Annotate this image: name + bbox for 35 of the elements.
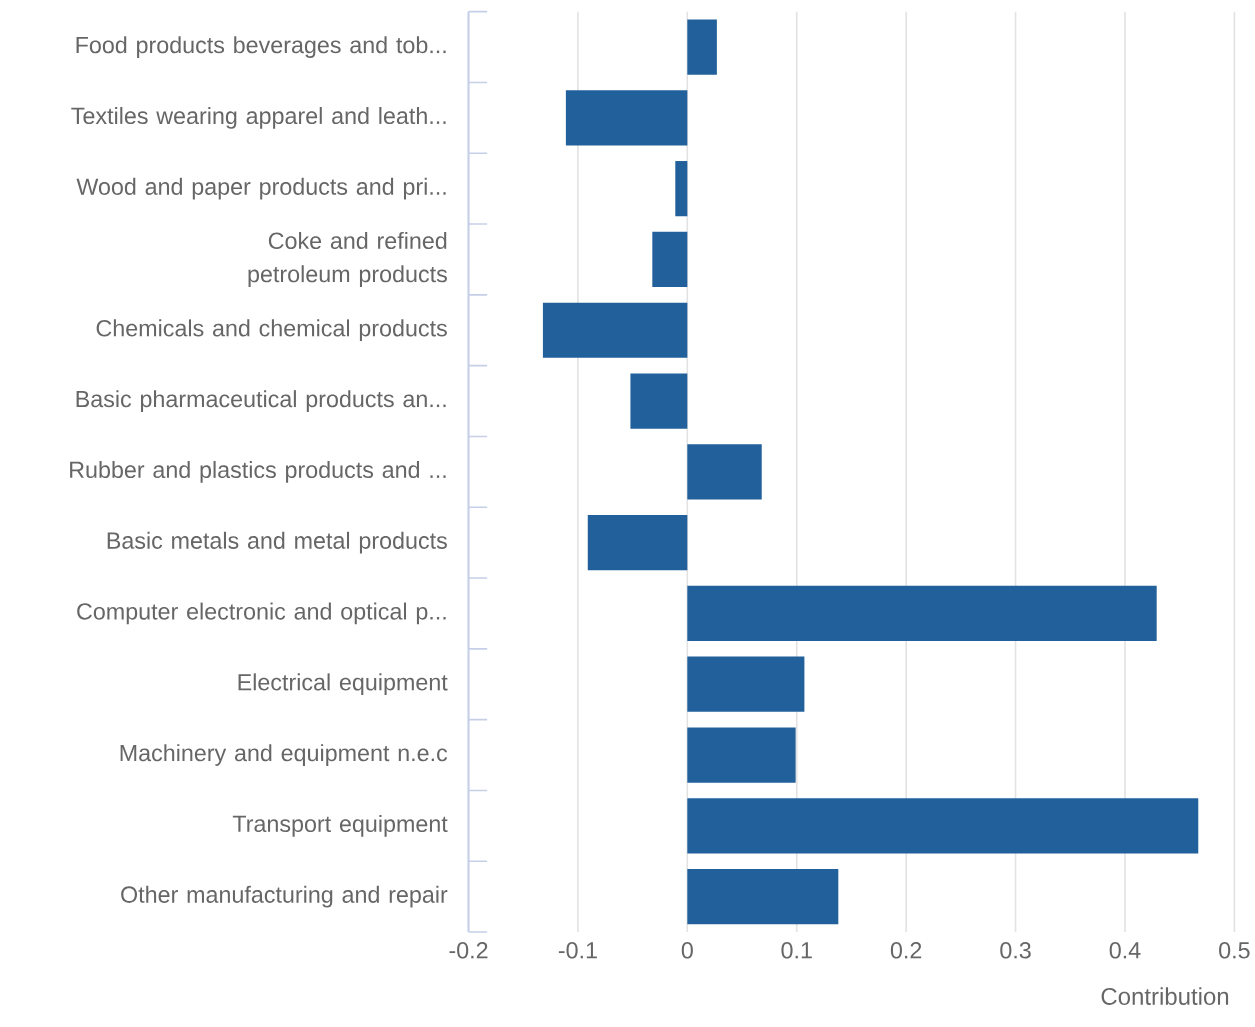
x-tick-label: 0.4 <box>1109 942 1141 959</box>
x-axis-title: Contribution <box>1101 987 1229 1005</box>
y-tick-label: Wood and paper products and pri... <box>76 177 446 200</box>
y-tick-label: Rubber and plastics products and ... <box>70 461 446 483</box>
x-tick-label: 0.1 <box>781 942 812 959</box>
y-tick-label: Machinery and equipment n.e.c <box>120 744 448 766</box>
bar <box>687 727 796 783</box>
x-tick-label: -0.1 <box>558 942 597 959</box>
x-tick-label: 0.2 <box>890 942 922 959</box>
y-tick-label: Food products beverages and tob... <box>76 36 446 58</box>
bar <box>630 373 688 429</box>
bar <box>652 231 688 288</box>
y-tick-label: Computer electronic and optical p... <box>77 602 446 625</box>
bar <box>687 798 1199 854</box>
x-tick-label: 0.3 <box>1000 942 1031 959</box>
bar <box>675 161 688 217</box>
y-tick-label: Textiles wearing apparel and leath... <box>71 107 446 129</box>
bar <box>687 656 805 712</box>
bar <box>687 19 717 75</box>
y-tick-label: Coke and refined petroleum products <box>248 231 447 288</box>
x-tick-label: 0 <box>681 942 693 959</box>
x-tick-label: -0.2 <box>449 942 488 959</box>
x-tick-label: 0.5 <box>1219 942 1250 959</box>
bar <box>565 90 688 146</box>
bar <box>687 869 839 925</box>
bar <box>687 585 1157 642</box>
bar <box>587 515 688 571</box>
bar <box>542 302 688 358</box>
y-tick-label: Transport equipment <box>232 815 448 837</box>
bar <box>687 444 762 500</box>
y-tick-label: Electrical equipment <box>238 673 448 696</box>
y-tick-label: Basic pharmaceutical products an... <box>76 390 446 412</box>
y-tick-label: Chemicals and chemical products <box>96 319 447 342</box>
y-tick-label: Other manufacturing and repair <box>121 885 448 908</box>
y-tick-label: Basic metals and metal products <box>107 531 447 554</box>
